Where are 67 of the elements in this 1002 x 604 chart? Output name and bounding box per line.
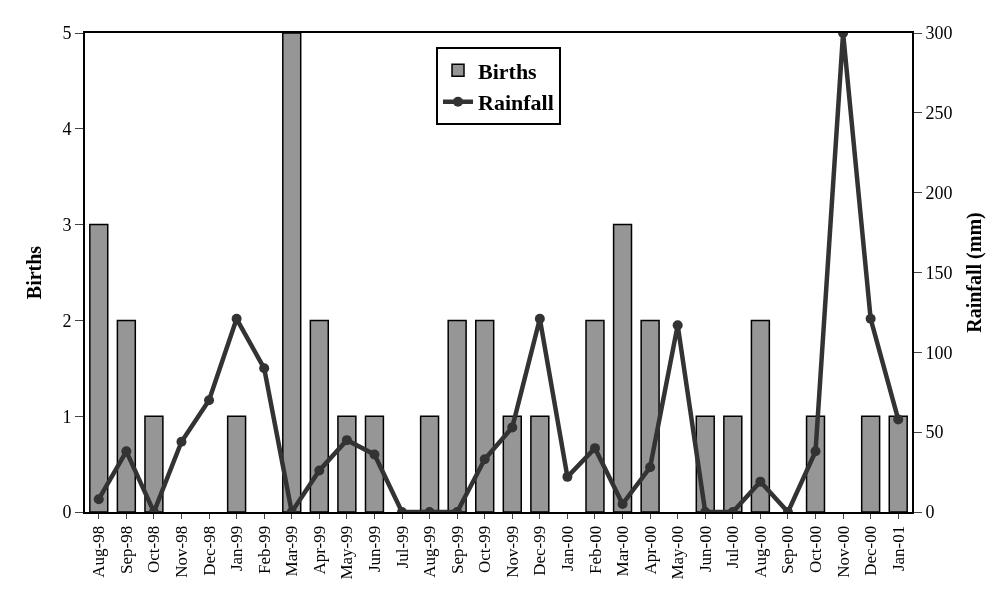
x-tick-label: Jul-00 [723,525,743,569]
x-tick-label: Apr-00 [640,525,660,575]
x-tick-label: Jan-00 [557,525,577,572]
y-tick-label: 3 [62,214,72,235]
point [176,436,187,447]
x-tick-label: Oct-00 [806,525,826,574]
y2-tick-label: 250 [925,103,953,124]
point [314,465,325,476]
x-tick-label: Jan-99 [227,525,247,572]
y2-tick-label: 300 [925,23,953,44]
x-tick-label: May-99 [337,525,357,580]
x-tick-label: Dec-99 [530,525,550,576]
x-tick-label: Jan-01 [888,525,908,572]
x-tick-label: Aug-98 [89,525,109,578]
x-tick-label: Jun-99 [364,525,384,573]
y-tick-label: 1 [62,406,72,427]
x-tick-label: Mar-00 [613,525,633,577]
x-tick-label: Oct-99 [475,525,495,574]
x-tick-label: Aug-00 [750,525,770,578]
x-tick-label: Jul-99 [392,525,412,569]
y-tick-label: 2 [62,310,72,331]
point [479,454,490,465]
x-tick-label: Nov-99 [502,525,522,578]
y2-tick-label: 50 [925,422,944,443]
x-tick-label: May-00 [668,525,688,580]
point [562,471,573,482]
point [204,395,215,406]
point [589,443,600,454]
y-tick-label: 0 [62,502,72,523]
x-tick-label: Jun-00 [695,525,715,573]
x-tick-label: Nov-00 [833,525,853,578]
point [672,320,683,331]
point [534,313,545,324]
x-tick-label: Dec-00 [861,525,881,576]
point [507,422,518,433]
y2-tick-label: 100 [925,342,953,363]
x-tick-label: Feb-99 [254,525,274,574]
x-tick-label: Sep-98 [116,525,136,574]
y-tick-label: 4 [62,119,72,140]
y-axis-title: Births [23,245,46,300]
legend-label: Rainfall [478,90,554,116]
y-tick-label: 5 [62,23,72,44]
point [865,313,876,324]
y2-tick-label: 150 [925,262,953,283]
x-tick-label: Sep-99 [447,525,467,574]
x-tick-label: Dec-98 [199,525,219,576]
point [617,499,628,510]
point [810,446,821,457]
x-tick-label: Oct-98 [144,525,164,574]
y2-axis-title: Rainfall (mm) [962,212,986,333]
point [93,494,104,505]
point [755,476,766,487]
point [645,462,656,473]
point [259,363,270,374]
x-tick-label: Aug-99 [420,525,440,578]
x-tick-label: Feb-00 [585,525,605,574]
point [369,449,380,460]
x-tick-label: Sep-00 [778,525,798,574]
point [341,435,352,446]
legend-label: Births [478,58,538,84]
y2-tick-label: 0 [925,502,935,523]
y2-tick-label: 200 [925,182,953,203]
bar [419,415,440,512]
x-tick-label: Apr-99 [309,525,329,575]
point [893,414,904,425]
x-tick-label: Mar-99 [282,525,302,577]
x-tick-label: Nov-98 [172,525,191,578]
